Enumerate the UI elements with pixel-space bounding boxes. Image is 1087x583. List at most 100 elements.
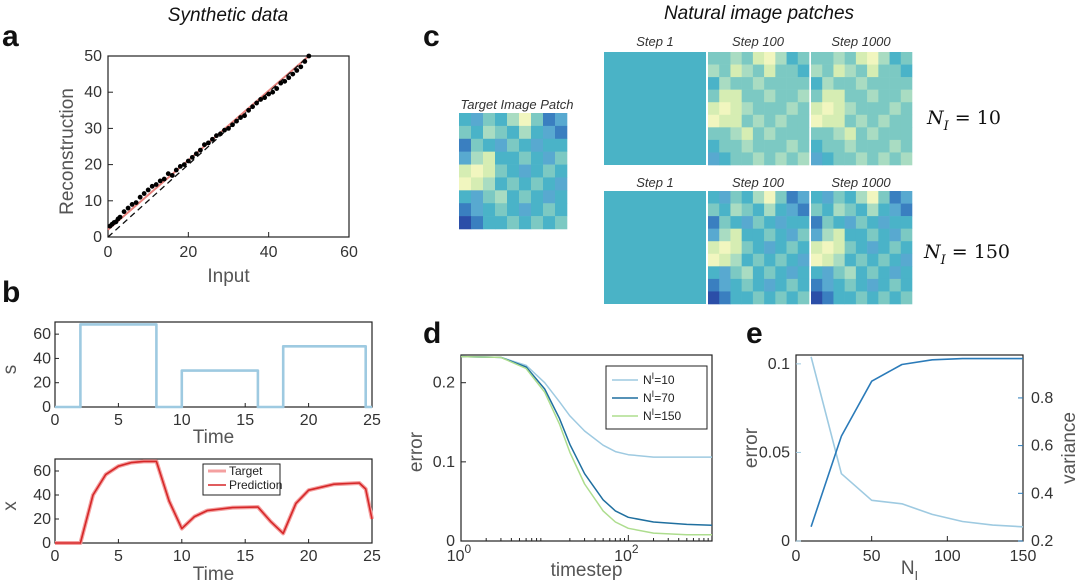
row1-step1000-patch-cell	[811, 89, 823, 103]
row1-step1000-patch-cell	[855, 89, 868, 103]
row1-step1000-patch-cell	[811, 127, 823, 141]
row1-step100-patch-cell	[775, 139, 787, 153]
row2-step1000-patch-cell	[900, 216, 913, 229]
row2-step100-patch-cell	[741, 228, 754, 242]
row1-step1000-patch-cell	[844, 152, 857, 166]
row1-step1000-patch-cell	[855, 152, 868, 166]
row1-step1000-patch-cell	[833, 77, 845, 90]
chart-d-legend-value: =150	[654, 409, 681, 423]
row1-step1000-patch-cell	[900, 102, 913, 116]
chart-a-point	[145, 187, 151, 193]
row2-step1000-patch-cell	[822, 241, 834, 255]
row1-step1000-patch-cell	[889, 114, 902, 128]
row2-step1000-patch-cell	[833, 228, 845, 242]
row2-step1000-patch-cell	[811, 253, 823, 267]
row2-step1000-patch-cell	[878, 291, 890, 305]
row2-step100-patch-cell	[730, 266, 742, 280]
chart-a-ytick-label: 50	[84, 48, 102, 65]
chart-e-ytick-left-label: 0	[781, 533, 790, 550]
row1-step1000-patch-cell	[811, 114, 823, 128]
row1-step100-patch-cell	[752, 64, 765, 78]
chart-a-point	[137, 194, 143, 200]
row2-step1-label: Step 1	[636, 175, 674, 190]
chart-a-point	[298, 64, 304, 70]
row1-patches	[604, 52, 913, 166]
row1-step100-patch-cell	[719, 89, 731, 103]
chart-a-point	[306, 53, 312, 59]
target-patch-cell	[495, 113, 508, 127]
target-patch-cell	[543, 151, 556, 165]
row2-step100-patch-cell	[775, 266, 787, 280]
target-patch-cell	[519, 151, 532, 165]
row2-step100-patch-cell	[730, 228, 742, 242]
chart-a-xtick-label: 0	[104, 244, 113, 261]
chart-a-point	[290, 71, 296, 77]
chart-e-ylabel-left: error	[741, 427, 762, 468]
row2-step1000-patch-cell	[855, 203, 868, 217]
chart-b-top-xtick-label: 10	[173, 412, 191, 429]
chart-a-point	[141, 191, 147, 196]
row1-step100-patch-cell	[708, 139, 720, 153]
row1-step100-patch-cell	[786, 52, 799, 65]
target-patch-cell	[483, 216, 496, 230]
row2-step100-patch-cell	[775, 203, 787, 217]
chart-a-ytick-label: 40	[84, 84, 102, 101]
chart-d-xtick-exponent: 0	[465, 542, 472, 556]
row1-step1000-patch-cell	[878, 64, 890, 78]
chart-a-ytick-label: 0	[93, 229, 102, 246]
chart-d-series-1	[460, 355, 713, 526]
row1-step100-patch-cell	[786, 114, 799, 128]
row2-step1000-patch-cell	[833, 266, 845, 280]
chart-a-point	[242, 113, 247, 119]
row2-step100-patch-cell	[786, 278, 799, 292]
row2-step1000-patch-cell	[822, 266, 834, 280]
row1-step1000-patch-cell	[811, 139, 823, 153]
target-patch-cell	[459, 177, 472, 191]
chart-a-point	[133, 200, 139, 206]
chart-a-point	[226, 125, 231, 131]
row2-step1000-patch-cell	[867, 191, 879, 204]
row2-step100-patch-cell	[708, 291, 720, 305]
row2-step100-patch-cell	[741, 278, 754, 292]
chart-d-xlabel: timestep	[551, 560, 623, 581]
target-patch-cell	[483, 164, 496, 178]
row2-step1000-patch-cell	[822, 203, 834, 217]
row1-step1000-patch-cell	[822, 139, 834, 153]
chart-d-ytick-label: 0.1	[433, 454, 455, 471]
row1-step100-patch-cell	[708, 114, 720, 128]
row1-step1000-patch-cell	[844, 89, 857, 103]
row2-step100-patch-cell	[764, 291, 776, 305]
chart-a-point	[125, 205, 131, 211]
row2-step100-patch-cell	[752, 216, 765, 229]
target-patch	[459, 113, 568, 230]
chart-b-bottom-frame	[54, 458, 373, 544]
row2-step1000-patch-cell	[878, 278, 890, 292]
row2-step1000-patch-cell	[822, 253, 834, 267]
row2-step100-patch-cell	[741, 241, 754, 255]
target-patch-cell	[507, 190, 520, 204]
row1-step1000-patch-cell	[844, 52, 857, 65]
target-patch-cell	[507, 125, 520, 140]
row2-step1000-patch-cell	[844, 266, 857, 280]
target-patch-cell	[531, 125, 544, 140]
row1-step1000-patch-cell	[844, 77, 857, 90]
chart-b-top-ylabel: s	[0, 365, 21, 375]
row2-step100-patch-cell	[741, 216, 754, 229]
chart-a-point	[206, 140, 211, 146]
row2-step100-patch-cell	[741, 203, 754, 217]
chart-d-legend-label: NI=70	[643, 389, 675, 405]
row2-step100-patch-cell	[764, 253, 776, 267]
chart-d-legend-label: NI=10	[643, 371, 675, 387]
row2-step1000-patch-cell	[867, 266, 879, 280]
chart-b-top: 0 5 10 15 20 25 0 20 40 60 Time s	[0, 321, 381, 448]
row2-step1000-patch-cell	[900, 191, 913, 204]
row2-step100-patch-cell	[786, 253, 799, 267]
row1-step100-patch-cell	[730, 89, 742, 103]
row1-step1000-patch-cell	[878, 89, 890, 103]
row2-step1000-patch-cell	[855, 278, 868, 292]
chart-e-xlabel: NI	[901, 558, 918, 583]
row2-step1000-patch-cell	[844, 241, 857, 255]
row1-step1000-patch-cell	[811, 52, 823, 65]
chart-a-point	[278, 80, 284, 86]
row1-step1000-patch-cell	[867, 77, 879, 90]
